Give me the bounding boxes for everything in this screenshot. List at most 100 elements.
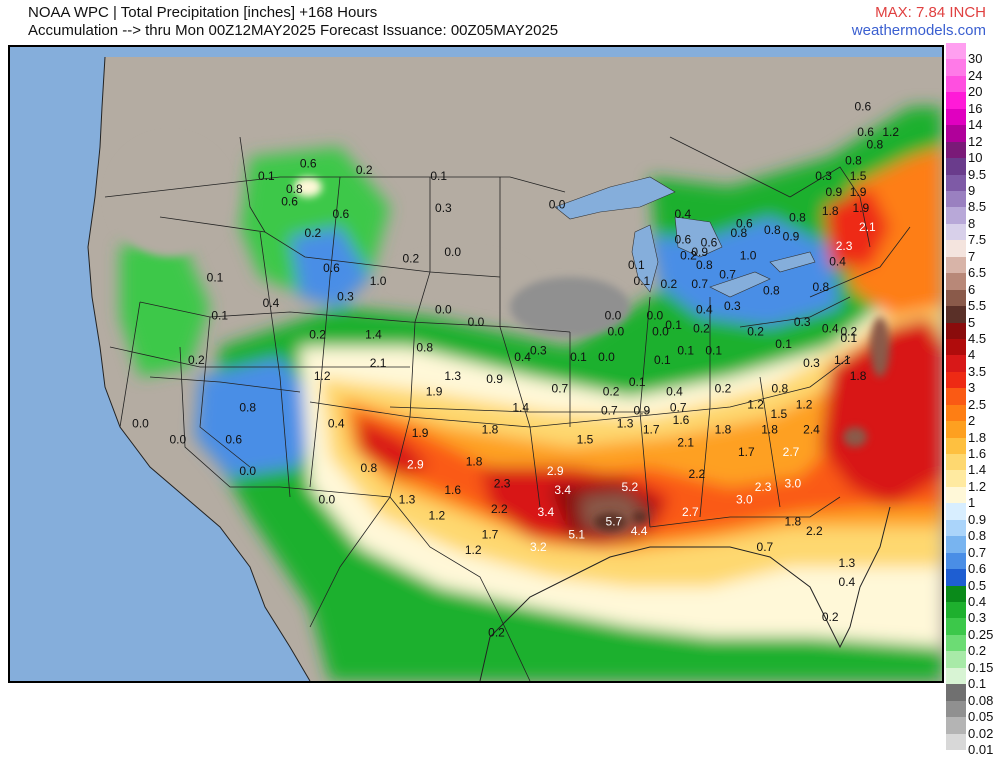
precip-value: 0.2 (402, 252, 419, 266)
legend-label: 0.08 (968, 692, 994, 708)
precip-value: 1.5 (577, 432, 594, 446)
precip-value: 0.4 (666, 385, 683, 399)
precip-value: 0.4 (829, 255, 846, 269)
brand-link[interactable]: weathermodels.com (851, 22, 986, 39)
legend-swatch (946, 59, 966, 77)
precip-value: 0.0 (605, 309, 622, 323)
legend-label: 1.4 (968, 462, 987, 478)
precip-value: 0.1 (629, 375, 646, 389)
precip-value: 1.8 (850, 369, 867, 383)
precip-value: 2.3 (836, 239, 853, 253)
legend-label: 7.5 (968, 232, 987, 248)
legend-label: 0.15 (968, 659, 994, 675)
legend-label: 5 (968, 314, 976, 330)
precip-value: 1.2 (465, 543, 482, 557)
legend-label: 7 (968, 248, 976, 264)
legend-label: 9.5 (968, 166, 987, 182)
legend-swatch (946, 454, 966, 471)
precip-value: 0.1 (430, 169, 447, 183)
legend-label: 0.02 (968, 725, 994, 741)
precip-value: 0.3 (794, 315, 811, 329)
legend-label: 1 (968, 495, 976, 511)
precip-value: 1.2 (882, 125, 899, 139)
precip-value: 0.6 (854, 99, 871, 113)
precip-value: 0.2 (603, 385, 620, 399)
precip-value: 0.8 (845, 153, 862, 167)
precip-value: 0.1 (665, 318, 682, 332)
precip-value: 0.8 (239, 401, 256, 415)
legend-label: 2 (968, 413, 976, 429)
legend-swatch (946, 503, 966, 521)
color-legend: 30 24 20 16 14 12 10 9.5 9 8.5 8 7.5 7 6.5 6 5.5 5 4.5 4 3.… (946, 43, 993, 757)
precip-value: 0.4 (328, 416, 345, 430)
precip-value: 0.3 (803, 356, 820, 370)
precip-value: 5.2 (621, 480, 638, 494)
precip-value: 0.8 (286, 182, 303, 196)
precip-value: 1.8 (822, 204, 839, 218)
precip-value: 0.0 (132, 416, 149, 430)
precip-value: 3.4 (554, 483, 571, 497)
legend-label: 12 (968, 133, 983, 149)
precip-value: 0.0 (435, 302, 452, 316)
legend-label: 9 (968, 182, 976, 198)
precip-value: 0.6 (736, 217, 753, 231)
precip-value: 2.3 (494, 477, 511, 491)
precip-value: 2.1 (859, 220, 876, 234)
precip-value: 0.1 (677, 344, 694, 358)
precip-value: 1.0 (370, 274, 387, 288)
precip-value: 1.9 (412, 426, 429, 440)
precip-value: 0.6 (675, 233, 692, 247)
precip-value: 0.8 (360, 461, 377, 475)
legend-label: 2.5 (968, 396, 987, 412)
precip-value: 0.9 (783, 229, 800, 243)
legend-label: 10 (968, 150, 983, 166)
map-title: NOAA WPC | Total Precipitation [inches] … (28, 4, 558, 40)
precip-value: 0.2 (840, 325, 857, 339)
legend-label: 30 (968, 51, 983, 67)
precip-value: 2.4 (803, 423, 820, 437)
legend-swatch (946, 306, 966, 323)
precip-value: 1.9 (850, 185, 867, 199)
legend-label: 4 (968, 347, 976, 363)
legend-label: 0.4 (968, 594, 987, 610)
precip-value: 0.0 (444, 245, 461, 259)
precip-value: 0.8 (730, 226, 747, 240)
precip-value: 0.8 (696, 258, 713, 272)
precip-value: 0.0 (468, 315, 485, 329)
precip-value: 0.2 (747, 325, 764, 339)
precip-value: 1.8 (761, 423, 778, 437)
legend-swatch (946, 684, 966, 702)
precip-value: 0.0 (647, 309, 664, 323)
precip-value: 0.4 (675, 207, 692, 221)
precip-value: 2.9 (407, 458, 424, 472)
precip-value: 0.2 (661, 277, 678, 291)
precip-detail (110, 137, 890, 531)
precip-value: 0.2 (822, 610, 839, 624)
precip-value: 0.1 (775, 337, 792, 351)
precip-value: 1.2 (747, 397, 764, 411)
precip-value: 0.0 (652, 325, 669, 339)
precip-value: 0.9 (486, 372, 503, 386)
legend-swatch (946, 223, 966, 241)
precip-value: 0.6 (281, 195, 298, 209)
precip-value: 1.1 (834, 353, 851, 367)
precip-value: 0.1 (211, 309, 228, 323)
precip-value: 1.5 (850, 169, 867, 183)
precip-value: 1.9 (426, 385, 443, 399)
precip-value: 0.2 (356, 163, 373, 177)
legend-swatch (946, 355, 966, 373)
precip-value: 0.0 (607, 325, 624, 339)
legend-label: 0.05 (968, 709, 994, 725)
legend-label: 0.25 (968, 626, 994, 642)
coastline (87, 56, 311, 681)
precip-value: 0.1 (258, 169, 275, 183)
map-canvas: 0.6 0.2 0.10.10.80.60.6 0.30.20.2 0.00.61.00… (10, 47, 942, 681)
legend-swatch (946, 388, 966, 406)
legend-swatch (946, 700, 966, 718)
legend-swatch (946, 717, 966, 735)
precip-value: 2.1 (370, 356, 387, 370)
precip-value: 1.5 (771, 407, 788, 421)
precip-value: 0.1 (654, 353, 671, 367)
legend-label: 5.5 (968, 298, 987, 314)
precip-value: 1.4 (512, 401, 529, 415)
